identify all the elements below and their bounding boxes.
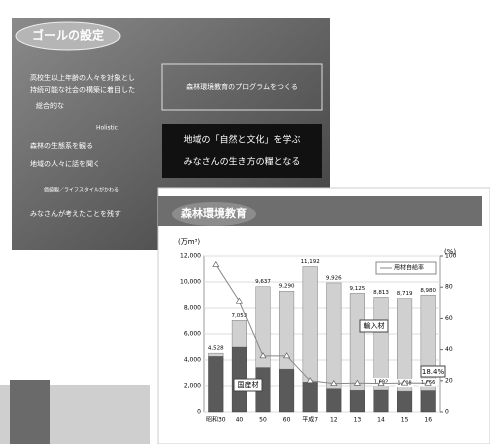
marker	[401, 379, 409, 386]
item: 地域の人々に話を聞く	[30, 159, 100, 168]
legend-label: 用材自給率	[394, 264, 424, 272]
x-tick-label: 12	[330, 417, 338, 424]
bar-segment	[349, 293, 365, 391]
bar-segment	[397, 390, 413, 413]
y2-tick-label: 60	[445, 315, 453, 322]
total-label: 11,192	[301, 259, 320, 265]
item: みなさんが考えたことを残す	[30, 209, 121, 218]
y-tick-label: 4,000	[184, 357, 201, 364]
total-label: 8,719	[397, 291, 413, 297]
box-text: 森林環境教育のプログラムをつくる	[186, 82, 298, 91]
annotation: 18.4%	[422, 368, 445, 376]
y2-tick-label: 0	[445, 409, 449, 416]
box	[161, 63, 323, 111]
item: 高校生以上年齢の人々を対象とし	[30, 73, 135, 82]
total-label: 9,926	[326, 275, 342, 281]
x-tick-label: 15	[401, 417, 409, 424]
slide-1: ゴールの設定 高校生以上年齢の人々を対象とし 持続可能な社会の構築に着目した 総…	[12, 18, 330, 250]
bar-segment	[279, 368, 295, 413]
y-tick-label: 6,000	[184, 331, 201, 338]
x-tick-label: 40	[236, 417, 244, 424]
bar-segment	[373, 389, 389, 413]
label-bg	[233, 378, 263, 392]
dark-box-text: みなさんの生き方の糧となる	[184, 156, 301, 168]
legend	[375, 261, 437, 275]
total-label: 4,528	[208, 346, 224, 352]
title-pill	[172, 202, 256, 226]
dark-box-text: 地域の「自然と文化」を学ぶ	[183, 134, 300, 146]
item: 持続可能な社会の構築に着目した	[30, 85, 135, 94]
y2-tick-label: 100	[445, 253, 457, 260]
dark-box	[162, 124, 322, 178]
total-label: 8,980	[420, 288, 436, 294]
marker	[212, 260, 220, 267]
item: 価値観／ライフスタイルがかわる	[44, 187, 119, 194]
marker	[424, 379, 432, 386]
line	[215, 264, 429, 385]
series-label: 国産材	[238, 380, 259, 389]
x-tick-label: 平成7	[302, 416, 318, 424]
x-tick-label: 13	[354, 417, 362, 424]
y2-unit: (%)	[444, 248, 456, 256]
marker	[235, 297, 243, 304]
photo-detail	[10, 380, 50, 444]
y-tick-label: 8,000	[184, 305, 201, 312]
bar-segment	[279, 291, 295, 370]
x-tick-label: 16	[424, 417, 432, 424]
label-bg	[420, 365, 446, 378]
y2-tick-label: 80	[445, 284, 453, 291]
x-tick-label: 14	[377, 417, 385, 424]
y-tick-label: 12,000	[180, 253, 201, 260]
marker	[283, 352, 291, 359]
bar-segment	[208, 356, 224, 413]
marker	[259, 352, 267, 359]
y-tick-label: 0	[197, 409, 201, 416]
total-label: 9,125	[350, 286, 366, 292]
x-tick-label: 昭和30	[206, 416, 226, 424]
marker	[306, 377, 314, 384]
label-bg	[359, 319, 389, 333]
item: Holistic	[96, 125, 118, 132]
total-label: 8,813	[373, 290, 389, 296]
y-tick-label: 10,000	[180, 279, 201, 286]
bar-segment	[373, 297, 389, 391]
y2-tick-label: 20	[445, 377, 453, 384]
total-label: 7,053	[232, 313, 248, 319]
bar-segment	[231, 320, 247, 348]
marker	[377, 380, 385, 386]
y-tick-label: 2,000	[184, 383, 201, 390]
marker	[330, 380, 338, 386]
total-label: 9,637	[255, 279, 271, 285]
item: 総合的な	[36, 101, 64, 110]
bar-segment	[397, 298, 413, 392]
x-tick-label: 60	[283, 417, 291, 424]
item: 森林の生態系を観る	[30, 141, 93, 150]
marker	[353, 379, 361, 386]
y-unit: (万m³)	[178, 238, 200, 246]
bar-segment	[349, 389, 365, 413]
total-label: 9,290	[279, 284, 295, 290]
bar-segment	[420, 390, 436, 413]
bar-segment	[302, 266, 318, 383]
bar-segment	[326, 388, 342, 413]
bar-segment	[326, 282, 342, 389]
slide-title: 森林環境教育	[181, 206, 247, 220]
series-label: 輸入材	[364, 321, 385, 330]
bar-segment	[302, 382, 318, 413]
bar-segment	[208, 352, 224, 357]
x-tick-label: 50	[259, 417, 267, 424]
slide-title: ゴールの設定	[32, 28, 104, 43]
y2-tick-label: 40	[445, 346, 453, 353]
title-pill	[15, 21, 121, 51]
